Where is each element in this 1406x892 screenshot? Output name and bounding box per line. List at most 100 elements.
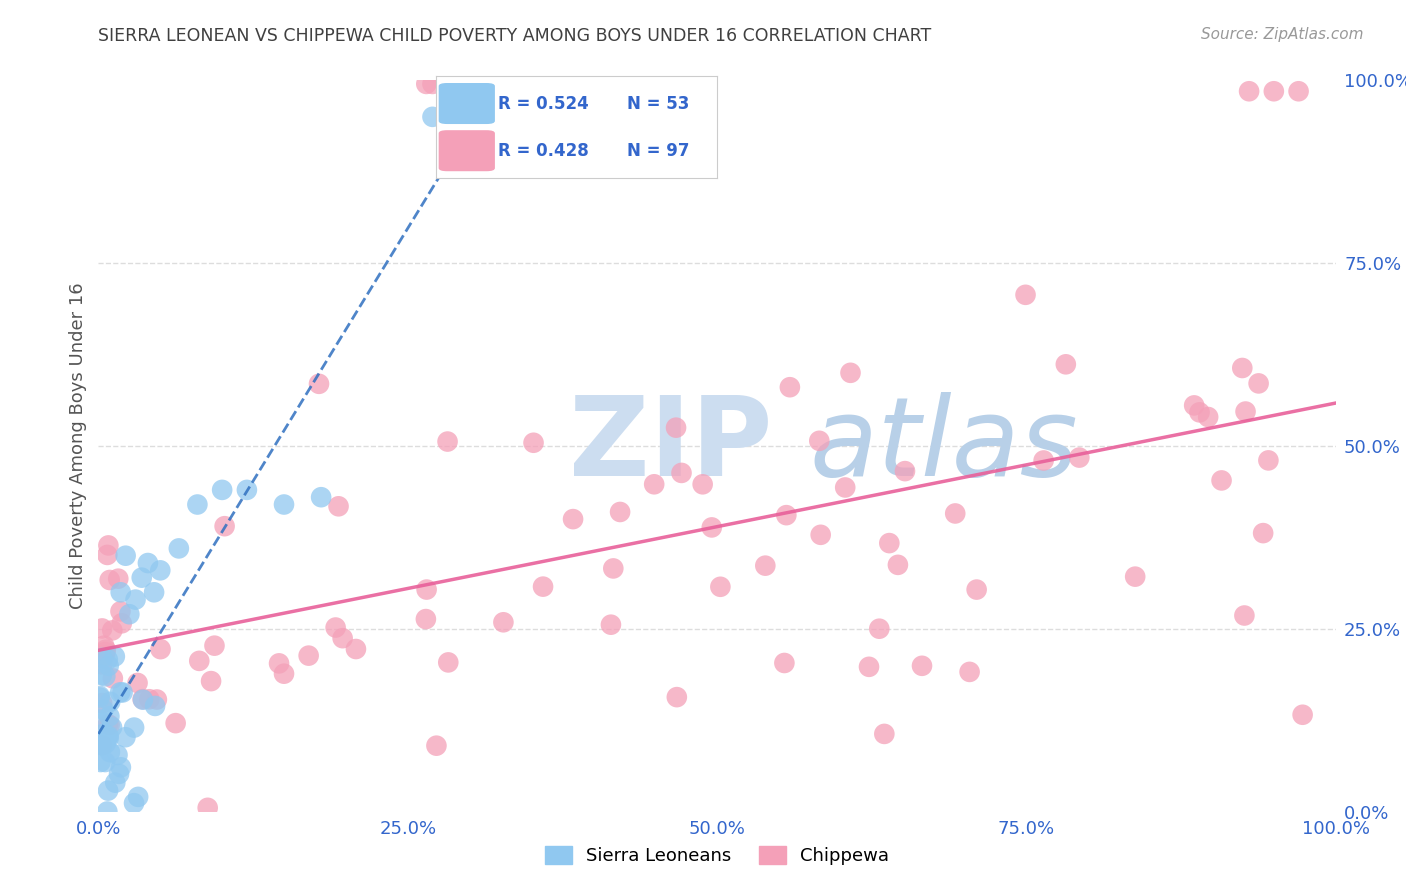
Point [328, 500, 350, 514]
Point [127, 789, 149, 804]
Point [97, 717, 120, 731]
Point [422, 110, 444, 124]
Point [600, 617, 623, 632]
Point [834, 480, 856, 494]
Point [146, 692, 169, 706]
Point [97, 658, 120, 673]
Point [1251, 526, 1274, 541]
Point [111, 616, 134, 631]
Point [808, 434, 831, 448]
Point [609, 505, 631, 519]
Point [1263, 84, 1285, 98]
Point [97, 729, 120, 743]
Point [165, 716, 187, 731]
Text: Source: ZipAtlas.com: Source: ZipAtlas.com [1201, 27, 1364, 42]
Point [131, 571, 153, 585]
Point [200, 674, 222, 689]
Point [522, 435, 544, 450]
Point [873, 727, 896, 741]
Point [93, 703, 115, 717]
Point [344, 642, 367, 657]
Point [1257, 453, 1279, 467]
Point [101, 672, 124, 686]
Point [325, 621, 347, 635]
Point [91, 622, 114, 636]
Point [692, 477, 714, 491]
Point [531, 580, 554, 594]
Point [267, 657, 290, 671]
Point [665, 690, 688, 705]
Point [149, 642, 172, 657]
Point [779, 380, 801, 394]
Legend: Sierra Leoneans, Chippewa: Sierra Leoneans, Chippewa [537, 838, 897, 872]
Text: R = 0.524: R = 0.524 [498, 95, 589, 112]
Point [437, 656, 460, 670]
Point [211, 483, 233, 497]
Point [1182, 398, 1205, 412]
Point [110, 585, 132, 599]
Point [197, 801, 219, 815]
Point [98, 573, 121, 587]
Point [93, 639, 115, 653]
Point [94, 669, 117, 683]
Point [436, 434, 458, 449]
Point [89, 689, 111, 703]
Text: N = 53: N = 53 [627, 95, 689, 112]
Point [149, 563, 172, 577]
Point [671, 466, 693, 480]
Point [108, 685, 131, 699]
Point [94, 642, 117, 657]
Point [91, 657, 114, 672]
Point [98, 745, 121, 759]
Point [124, 592, 146, 607]
Point [665, 420, 688, 434]
Point [959, 665, 981, 679]
Point [94, 645, 117, 659]
Point [101, 624, 124, 638]
Point [602, 561, 624, 575]
Point [773, 656, 796, 670]
Point [127, 676, 149, 690]
Point [91, 738, 114, 752]
Text: atlas: atlas [810, 392, 1078, 500]
Point [114, 549, 136, 563]
Point [204, 639, 226, 653]
Point [98, 695, 121, 709]
Point [1188, 405, 1211, 419]
Point [93, 726, 115, 740]
Point [1291, 707, 1313, 722]
Point [97, 783, 120, 797]
Point [136, 556, 159, 570]
FancyBboxPatch shape [439, 83, 495, 124]
Point [96, 805, 118, 819]
Point [1233, 608, 1256, 623]
FancyBboxPatch shape [439, 130, 495, 171]
Point [94, 755, 117, 769]
Point [273, 666, 295, 681]
Point [1288, 84, 1310, 98]
Point [415, 612, 437, 626]
Point [1197, 409, 1219, 424]
Point [96, 731, 118, 746]
Point [167, 541, 190, 556]
Point [89, 713, 111, 727]
Point [107, 572, 129, 586]
Point [122, 721, 145, 735]
Point [97, 653, 120, 667]
Point [868, 622, 890, 636]
Point [562, 512, 585, 526]
Point [415, 77, 437, 91]
Point [943, 507, 966, 521]
Point [110, 760, 132, 774]
Point [298, 648, 321, 663]
Point [236, 483, 259, 497]
Point [89, 690, 111, 705]
Point [643, 477, 665, 491]
Point [887, 558, 910, 572]
Point [90, 755, 112, 769]
Point [93, 648, 115, 663]
Y-axis label: Child Poverty Among Boys Under 16: Child Poverty Among Boys Under 16 [69, 283, 87, 609]
Point [858, 660, 880, 674]
Point [1123, 569, 1146, 583]
Point [700, 520, 723, 534]
